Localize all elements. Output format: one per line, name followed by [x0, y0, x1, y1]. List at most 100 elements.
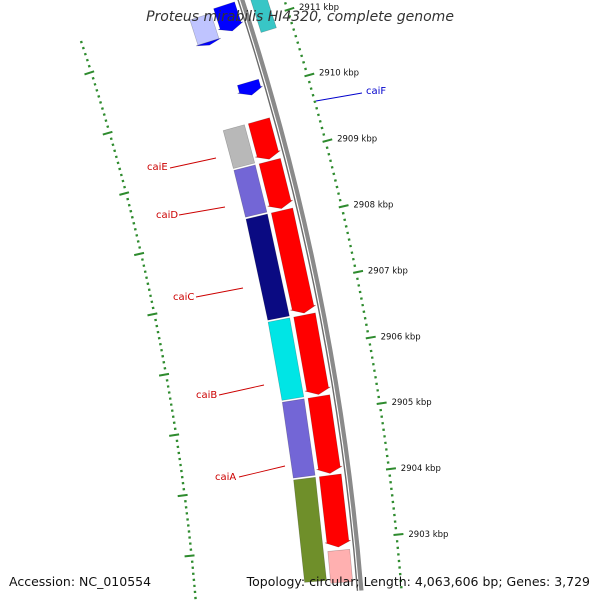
scale-label: 2903 kbp — [408, 530, 448, 540]
inner-ring-minor-tick — [159, 344, 161, 345]
scale-minor-tick — [304, 69, 306, 70]
inner-ring-major-tick — [119, 192, 129, 195]
scale-minor-tick — [310, 88, 312, 89]
inner-ring-minor-tick — [96, 90, 98, 91]
inner-ring-major-tick — [148, 313, 158, 315]
scale-minor-tick — [312, 95, 314, 96]
scale-minor-tick — [352, 259, 354, 260]
inner-ring-minor-tick — [130, 211, 132, 212]
inner-ring-minor-tick — [148, 290, 150, 291]
inner-ring-minor-tick — [92, 78, 94, 79]
feature-outer-box[interactable] — [223, 125, 255, 169]
scale-minor-tick — [337, 193, 339, 194]
inner-ring-minor-tick — [103, 114, 105, 115]
scale-minor-tick — [293, 29, 295, 30]
scale-minor-tick — [326, 147, 328, 148]
gene-label-caiD[interactable]: caiD — [156, 210, 178, 221]
inner-ring-minor-tick — [110, 138, 112, 139]
scale-major-tick — [394, 534, 404, 535]
inner-ring-minor-tick — [164, 368, 166, 369]
inner-ring-minor-tick — [139, 247, 141, 248]
scale-minor-tick — [339, 200, 341, 201]
scale-minor-tick — [364, 318, 366, 319]
scale-minor-tick — [316, 108, 318, 109]
inner-ring-minor-tick — [101, 108, 103, 109]
scale-minor-tick — [301, 56, 303, 57]
inner-ring-minor-tick — [98, 96, 100, 97]
scale-major-tick — [305, 74, 315, 77]
inner-ring-minor-tick — [115, 157, 117, 158]
scale-minor-tick — [308, 82, 310, 83]
feature-cds-arrow[interactable] — [237, 79, 262, 95]
scale-minor-tick — [297, 42, 299, 43]
inner-ring-minor-tick — [123, 187, 125, 188]
scale-minor-tick — [319, 121, 321, 122]
gene-label-caiB[interactable]: caiB — [196, 390, 217, 401]
inner-ring-minor-tick — [128, 205, 130, 206]
inner-ring-minor-tick — [152, 308, 154, 309]
inner-ring-minor-tick — [131, 217, 133, 218]
inner-ring-minor-tick — [141, 259, 143, 260]
inner-ring-minor-tick — [94, 84, 96, 85]
scale-minor-tick — [333, 174, 335, 175]
inner-ring-minor-tick — [156, 326, 158, 327]
scale-minor-tick — [334, 180, 336, 181]
inner-ring-minor-tick — [158, 338, 160, 339]
inner-ring-minor-tick — [145, 277, 147, 278]
gene-label-caiA[interactable]: caiA — [215, 472, 236, 483]
scale-label: 2907 kbp — [368, 266, 408, 276]
inner-ring-major-tick — [134, 253, 144, 255]
gene-label-caiF[interactable]: caiF — [366, 86, 386, 97]
scale-minor-tick — [360, 298, 362, 299]
inner-ring-minor-tick — [144, 271, 146, 272]
scale-minor-tick — [284, 3, 286, 4]
inner-ring-major-tick — [178, 495, 188, 496]
scale-label: 2908 kbp — [353, 201, 393, 211]
scale-minor-tick — [323, 134, 325, 135]
inner-ring-minor-tick — [143, 265, 145, 266]
inner-ring-major-tick — [169, 434, 179, 436]
inner-ring-minor-tick — [137, 241, 139, 242]
scale-minor-tick — [329, 161, 331, 162]
inner-ring-minor-tick — [149, 296, 151, 297]
inner-ring-minor-tick — [136, 235, 138, 236]
gene-leader-line — [179, 207, 225, 215]
gene-leader-line — [219, 385, 264, 395]
scale-minor-tick — [336, 187, 338, 188]
inner-ring-minor-tick — [114, 151, 116, 152]
inner-ring-major-tick — [103, 132, 113, 135]
inner-ring-minor-tick — [105, 120, 107, 121]
scale-minor-tick — [342, 213, 344, 214]
inner-ring-minor-tick — [133, 223, 135, 224]
inner-ring-minor-tick — [151, 302, 153, 303]
inner-ring-minor-tick — [86, 60, 88, 61]
gene-leader-line — [170, 158, 216, 168]
scale-minor-tick — [348, 239, 350, 240]
scale-major-tick — [366, 337, 376, 339]
map-title: Proteus mirabilis HI4320, complete genom… — [0, 9, 600, 25]
inner-tick-ring — [80, 42, 197, 600]
scale-major-tick — [377, 403, 387, 405]
scale-minor-tick — [351, 252, 353, 253]
scale-minor-tick — [356, 279, 358, 280]
gene-leader-line — [196, 288, 243, 297]
inner-ring-minor-tick — [147, 284, 149, 285]
accession-label: Accession: NC_010554 — [9, 574, 151, 589]
scale-minor-tick — [344, 220, 346, 221]
scale-minor-tick — [328, 154, 330, 155]
scale-minor-tick — [331, 167, 333, 168]
inner-ring-minor-tick — [112, 144, 114, 145]
inner-ring-minor-tick — [80, 42, 82, 43]
scale-minor-tick — [314, 101, 316, 102]
genome-summary: Topology: circular; Length: 4,063,606 bp… — [247, 574, 590, 589]
inner-ring-major-tick — [159, 374, 169, 376]
inner-ring-minor-tick — [84, 54, 86, 55]
gene-label-caiE[interactable]: caiE — [147, 162, 168, 173]
gene-label-caiC[interactable]: caiC — [173, 292, 194, 303]
inner-ring-major-tick — [85, 71, 95, 74]
inner-ring-major-tick — [185, 555, 195, 556]
inner-ring-minor-tick — [122, 181, 124, 182]
scale-minor-tick — [358, 285, 360, 286]
scale-minor-tick — [347, 233, 349, 234]
